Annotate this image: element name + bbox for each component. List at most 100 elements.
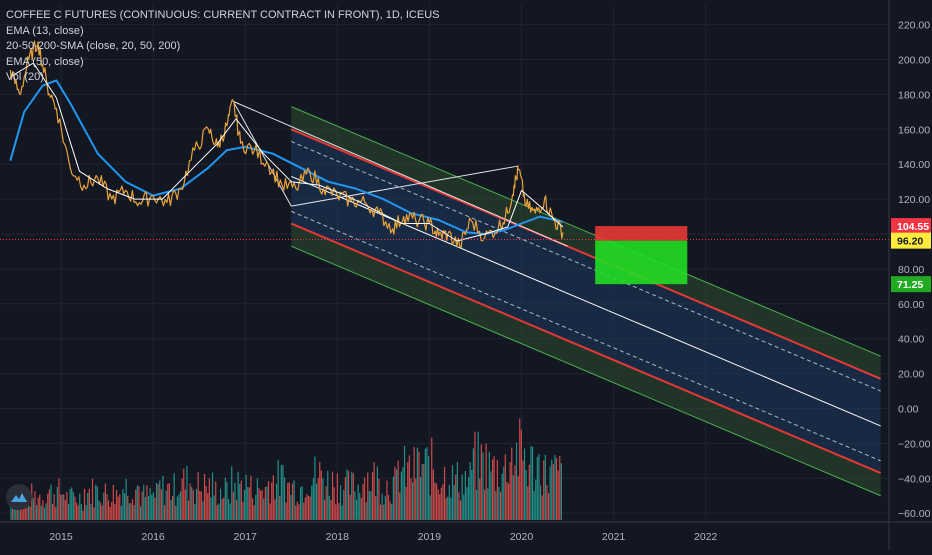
volume-bar xyxy=(395,469,398,520)
volume-bar xyxy=(128,503,130,520)
y-tick-label: 200.00 xyxy=(898,55,930,67)
volume-bar xyxy=(98,500,100,520)
volume-bar xyxy=(250,475,252,520)
volume-bar xyxy=(159,480,161,520)
volume-bar xyxy=(91,478,94,520)
volume-bar xyxy=(178,494,180,520)
volume-bar xyxy=(475,489,478,520)
volume-bar xyxy=(336,473,338,520)
volume-bar xyxy=(155,482,158,520)
volume-bar xyxy=(312,478,314,520)
x-tick-label: 2020 xyxy=(510,531,534,543)
pitchfork-line xyxy=(232,101,292,207)
volume-bar xyxy=(325,486,327,520)
volume-bar xyxy=(138,486,140,520)
volume-bar xyxy=(359,493,361,520)
price-tag-label: 96.20 xyxy=(897,236,923,248)
x-tick-label: 2018 xyxy=(326,531,350,543)
volume-bar xyxy=(423,463,425,520)
channel-line-upper-dashed xyxy=(291,141,881,392)
volume-bar xyxy=(130,503,132,520)
volume-bar xyxy=(495,491,497,520)
volume-bar xyxy=(61,494,63,520)
volume-bar xyxy=(379,504,382,520)
volume-bar xyxy=(239,483,241,520)
volume-bar xyxy=(179,491,182,520)
legend-ema-50[interactable]: EMA (50, close) xyxy=(6,55,84,68)
tradingview-logo-icon[interactable] xyxy=(6,484,32,510)
volume-bar xyxy=(10,500,12,520)
volume-bar xyxy=(47,493,49,520)
volume-bar xyxy=(208,478,210,520)
volume-bar xyxy=(512,475,514,520)
volume-bar xyxy=(199,490,201,520)
volume-bar xyxy=(106,493,108,520)
volume-bar xyxy=(402,467,404,520)
volume-bar xyxy=(34,491,36,520)
volume-bar xyxy=(223,497,225,520)
volume-bar xyxy=(514,465,516,520)
volume-bar xyxy=(79,493,81,520)
volume-bar xyxy=(123,493,126,520)
channel-line-median xyxy=(291,175,881,427)
volume-bar xyxy=(298,504,300,520)
volume-bar xyxy=(234,482,236,520)
volume-bar xyxy=(405,487,407,520)
volume-bar xyxy=(85,505,87,520)
volume-bar xyxy=(432,469,434,520)
volume-bar xyxy=(347,470,350,520)
chart-title: COFFEE C FUTURES (CONTINUOUS: CURRENT CO… xyxy=(6,9,440,21)
volume-bar xyxy=(431,437,433,520)
volume-bar xyxy=(435,483,438,520)
volume-bar xyxy=(378,478,380,520)
volume-bar xyxy=(279,495,281,520)
volume-bar xyxy=(82,510,84,520)
price-tag-bg xyxy=(891,276,931,293)
pitchfork-line xyxy=(233,100,568,247)
legend-ema-13[interactable]: EMA (13, close) xyxy=(6,24,84,37)
volume-bar xyxy=(520,429,522,520)
volume-bar xyxy=(186,465,188,520)
volume-bar xyxy=(171,495,174,520)
volume-bar xyxy=(439,494,441,520)
volume-bar xyxy=(293,480,295,520)
volume-bar xyxy=(90,503,92,520)
volume-bar xyxy=(243,489,246,520)
volume-bar xyxy=(440,487,442,520)
volume-bar xyxy=(344,477,346,520)
volume-bar xyxy=(31,483,33,520)
pitchfork-line xyxy=(291,165,519,207)
legend-sma-20-50-200[interactable]: 20-50-200-SMA (close, 20, 50, 200) xyxy=(6,40,181,52)
volume-bar xyxy=(63,494,65,520)
volume-bar xyxy=(445,498,447,520)
volume-bar xyxy=(287,482,289,520)
volume-bar xyxy=(397,460,399,520)
volume-bar xyxy=(341,505,343,520)
volume-bar xyxy=(496,459,498,520)
volume-bar xyxy=(87,493,89,520)
volume-bar xyxy=(389,501,391,520)
volume-bar xyxy=(528,464,530,520)
volume-bar xyxy=(357,484,359,520)
volume-bar xyxy=(482,452,484,520)
volume-bar xyxy=(200,491,202,520)
volume-bar xyxy=(376,466,378,520)
volume-bar xyxy=(151,494,153,520)
volume-bar xyxy=(219,488,222,520)
volume-bar xyxy=(88,488,90,520)
volume-bar xyxy=(175,505,177,520)
volume-bar xyxy=(448,485,450,520)
volume-bar xyxy=(245,474,247,520)
y-tick-label: −40.00 xyxy=(898,473,931,485)
volume-bar xyxy=(479,478,481,520)
legend-volume[interactable]: Vol (20) xyxy=(6,71,44,83)
volume-bar xyxy=(280,465,282,520)
y-tick-label: 40.00 xyxy=(898,334,924,346)
volume-bar xyxy=(355,499,358,520)
volume-bar xyxy=(555,458,558,520)
volume-bar xyxy=(450,497,452,520)
volume-bar xyxy=(58,478,60,520)
volume-bar xyxy=(211,472,214,520)
